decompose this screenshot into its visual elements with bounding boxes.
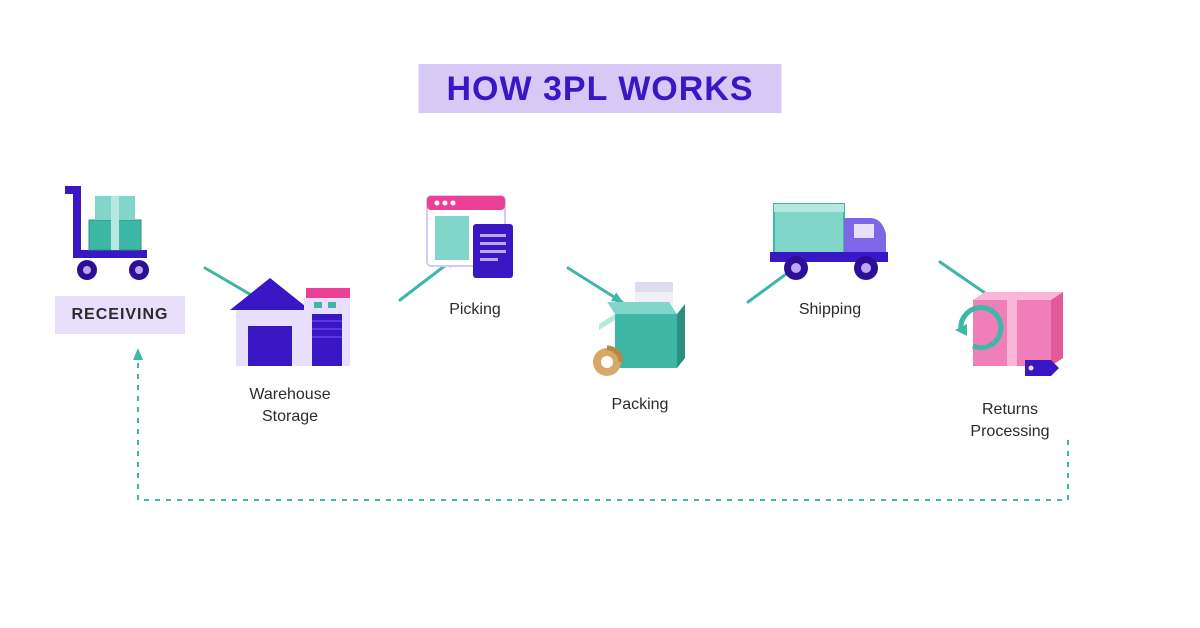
step-shipping: Shipping [770,190,890,321]
step-receiving: RECEIVING [45,180,195,334]
truck-icon [770,190,890,285]
step-warehouse: Warehouse Storage [230,270,350,427]
shipping-label: Shipping [770,299,890,321]
warehouse-label: Warehouse Storage [230,384,350,427]
open-box-icon [585,280,695,380]
warehouse-icon [230,270,350,370]
picking-label: Picking [425,299,525,321]
return-box-icon [955,290,1065,385]
step-packing: Packing [585,280,695,416]
returns-label: Returns Processing [955,399,1065,442]
browser-doc-icon [425,190,525,285]
step-returns: Returns Processing [955,290,1065,442]
hand-truck-icon [65,180,175,280]
diagram-stage: RECEIVING Warehous [0,0,1200,628]
step-picking: Picking [425,190,525,321]
receiving-badge: RECEIVING [55,296,184,334]
packing-label: Packing [585,394,695,416]
